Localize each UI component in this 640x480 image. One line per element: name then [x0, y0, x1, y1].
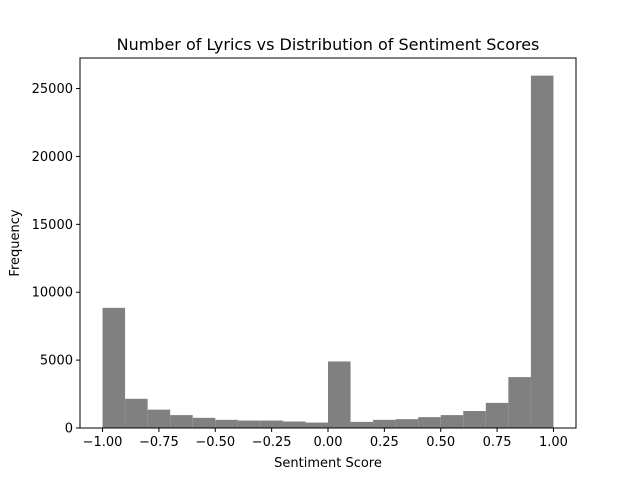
histogram-bar [170, 415, 193, 428]
histogram-bar [485, 402, 509, 428]
histogram-bar [395, 419, 419, 428]
histogram-bar [350, 421, 374, 428]
y-tick-label: 25000 [32, 82, 73, 97]
x-tick-label: −0.25 [252, 435, 292, 450]
histogram-bar [192, 417, 216, 428]
x-tick-label: 1.00 [539, 435, 568, 450]
x-tick-label: 0.75 [483, 435, 512, 450]
histogram-bar [328, 361, 351, 428]
x-tick-label: 0.00 [314, 435, 343, 450]
histogram-bar [282, 421, 306, 428]
histogram-bar [418, 417, 441, 428]
x-tick-label: 0.25 [370, 435, 399, 450]
histogram-bar [508, 377, 531, 428]
histogram-bar [530, 75, 554, 429]
y-tick-label: 0 [65, 422, 73, 437]
y-tick-label: 20000 [32, 150, 73, 165]
histogram-bar [147, 409, 171, 428]
x-tick-label: −0.50 [195, 435, 235, 450]
histogram-bars [102, 75, 554, 429]
histogram-bar [305, 422, 328, 428]
y-axis-label: Frequency [8, 209, 23, 276]
y-tick-label: 15000 [32, 218, 73, 233]
chart-title: Number of Lyrics vs Distribution of Sent… [117, 35, 540, 54]
histogram-bar [463, 411, 486, 428]
histogram-bar [260, 420, 283, 428]
histogram-bar [373, 419, 396, 428]
x-axis-label: Sentiment Score [274, 456, 382, 471]
histogram-bar [102, 307, 126, 428]
histogram-bar [215, 419, 238, 428]
x-tick-label: −0.75 [139, 435, 179, 450]
x-tick-label: 0.50 [426, 435, 455, 450]
y-tick-label: 5000 [40, 354, 73, 369]
y-tick-label: 10000 [32, 286, 73, 301]
histogram-bar [440, 415, 464, 428]
histogram-bar [125, 398, 148, 428]
x-axis-ticks: −1.00 −0.75 −0.50 −0.25 0.00 0.25 0.50 0.75 1.00 [83, 428, 568, 450]
y-axis-ticks: 0 5000 10000 15000 20000 25000 [32, 82, 80, 437]
histogram-bar [237, 420, 261, 428]
x-tick-label: −1.00 [83, 435, 123, 450]
